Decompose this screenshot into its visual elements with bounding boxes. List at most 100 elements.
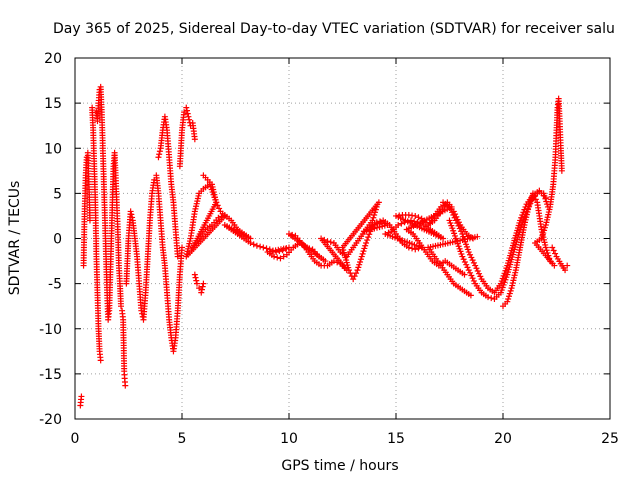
data-point: [464, 264, 471, 271]
y-tick-label: -20: [39, 412, 62, 428]
data-point: [472, 262, 479, 269]
data-point: [379, 223, 386, 230]
data-point: [369, 217, 376, 224]
data-point: [347, 270, 354, 277]
data-point: [449, 209, 456, 216]
data-points: [77, 83, 571, 409]
data-point: [532, 196, 539, 203]
data-point: [330, 258, 337, 265]
data-point: [200, 280, 207, 287]
data-point: [218, 213, 225, 220]
data-point: [128, 211, 135, 218]
data-point: [97, 357, 104, 364]
data-point: [361, 245, 368, 252]
data-point: [324, 238, 331, 245]
data-point: [412, 212, 419, 219]
data-point: [460, 256, 467, 263]
data-point: [465, 249, 472, 256]
data-point: [543, 247, 550, 254]
y-tick-label: 15: [44, 96, 62, 112]
data-point: [191, 136, 198, 143]
y-tick-label: 0: [53, 232, 62, 248]
data-point: [257, 243, 264, 250]
data-point: [447, 206, 454, 213]
data-point: [86, 217, 93, 224]
data-point: [474, 267, 481, 274]
data-point: [459, 253, 466, 260]
data-point: [127, 208, 134, 215]
data-point: [363, 240, 370, 247]
data-point: [179, 244, 185, 251]
data-point: [362, 242, 369, 249]
data-point: [364, 237, 371, 244]
data-point: [527, 198, 534, 205]
data-point: [477, 273, 484, 280]
data-point: [193, 280, 200, 287]
data-point: [539, 232, 546, 239]
data-point: [385, 229, 392, 236]
data-point: [357, 256, 364, 263]
data-point: [452, 217, 459, 224]
data-point: [174, 253, 181, 260]
data-point: [191, 271, 198, 278]
data-point: [395, 221, 402, 228]
x-axis-label: GPS time / hours: [281, 458, 398, 474]
data-point: [528, 195, 535, 202]
data-point: [454, 220, 461, 227]
y-tick-label: 5: [53, 186, 62, 202]
data-point: [186, 116, 193, 123]
data-point: [260, 244, 267, 251]
data-point: [274, 254, 281, 261]
data-point: [355, 264, 362, 271]
data-point: [469, 257, 476, 264]
data-point: [552, 250, 559, 257]
gridlines: [75, 58, 610, 419]
data-point: [398, 220, 405, 227]
data-point: [193, 277, 200, 284]
data-point: [467, 251, 474, 258]
data-point: [504, 298, 511, 305]
data-point: [183, 107, 190, 114]
data-point: [562, 267, 569, 274]
data-point: [507, 287, 514, 294]
data-point: [183, 104, 190, 111]
data-point: [122, 382, 129, 389]
data-point: [351, 273, 358, 280]
data-point: [376, 218, 383, 225]
x-tick-label: 10: [280, 431, 298, 447]
data-point: [506, 290, 513, 297]
data-point: [463, 261, 470, 268]
y-tick-label: -10: [39, 322, 62, 338]
y-tick-label: 20: [44, 51, 62, 67]
x-tick-label: 20: [494, 431, 512, 447]
y-tick-label: 10: [44, 141, 62, 157]
data-point: [118, 303, 125, 310]
data-point: [470, 259, 477, 266]
data-point: [286, 230, 292, 237]
data-point: [364, 226, 371, 233]
data-point: [549, 244, 556, 251]
data-point: [461, 271, 468, 278]
data-point: [542, 244, 549, 251]
chart-title: Day 365 of 2025, Sidereal Day-to-day VTE…: [53, 21, 615, 37]
data-point: [271, 253, 278, 260]
data-point: [488, 295, 495, 302]
data-point: [78, 393, 85, 400]
data-point: [216, 205, 223, 212]
data-point: [538, 235, 545, 242]
data-point: [192, 274, 199, 281]
data-point: [198, 289, 205, 296]
data-point: [357, 258, 364, 265]
data-point: [263, 245, 270, 252]
data-point: [542, 194, 549, 201]
data-point: [359, 250, 366, 257]
data-point: [437, 203, 444, 210]
axis-ticks: 0 5 10 15 20 25 -20 -15 -10 -5 0 5 10 15 20: [39, 51, 619, 447]
data-point: [280, 253, 287, 260]
data-point: [458, 228, 465, 235]
y-axis-label: SDTVAR / TECUs: [7, 181, 23, 296]
data-point: [470, 277, 477, 284]
data-point: [360, 248, 367, 255]
data-point: [360, 228, 367, 235]
